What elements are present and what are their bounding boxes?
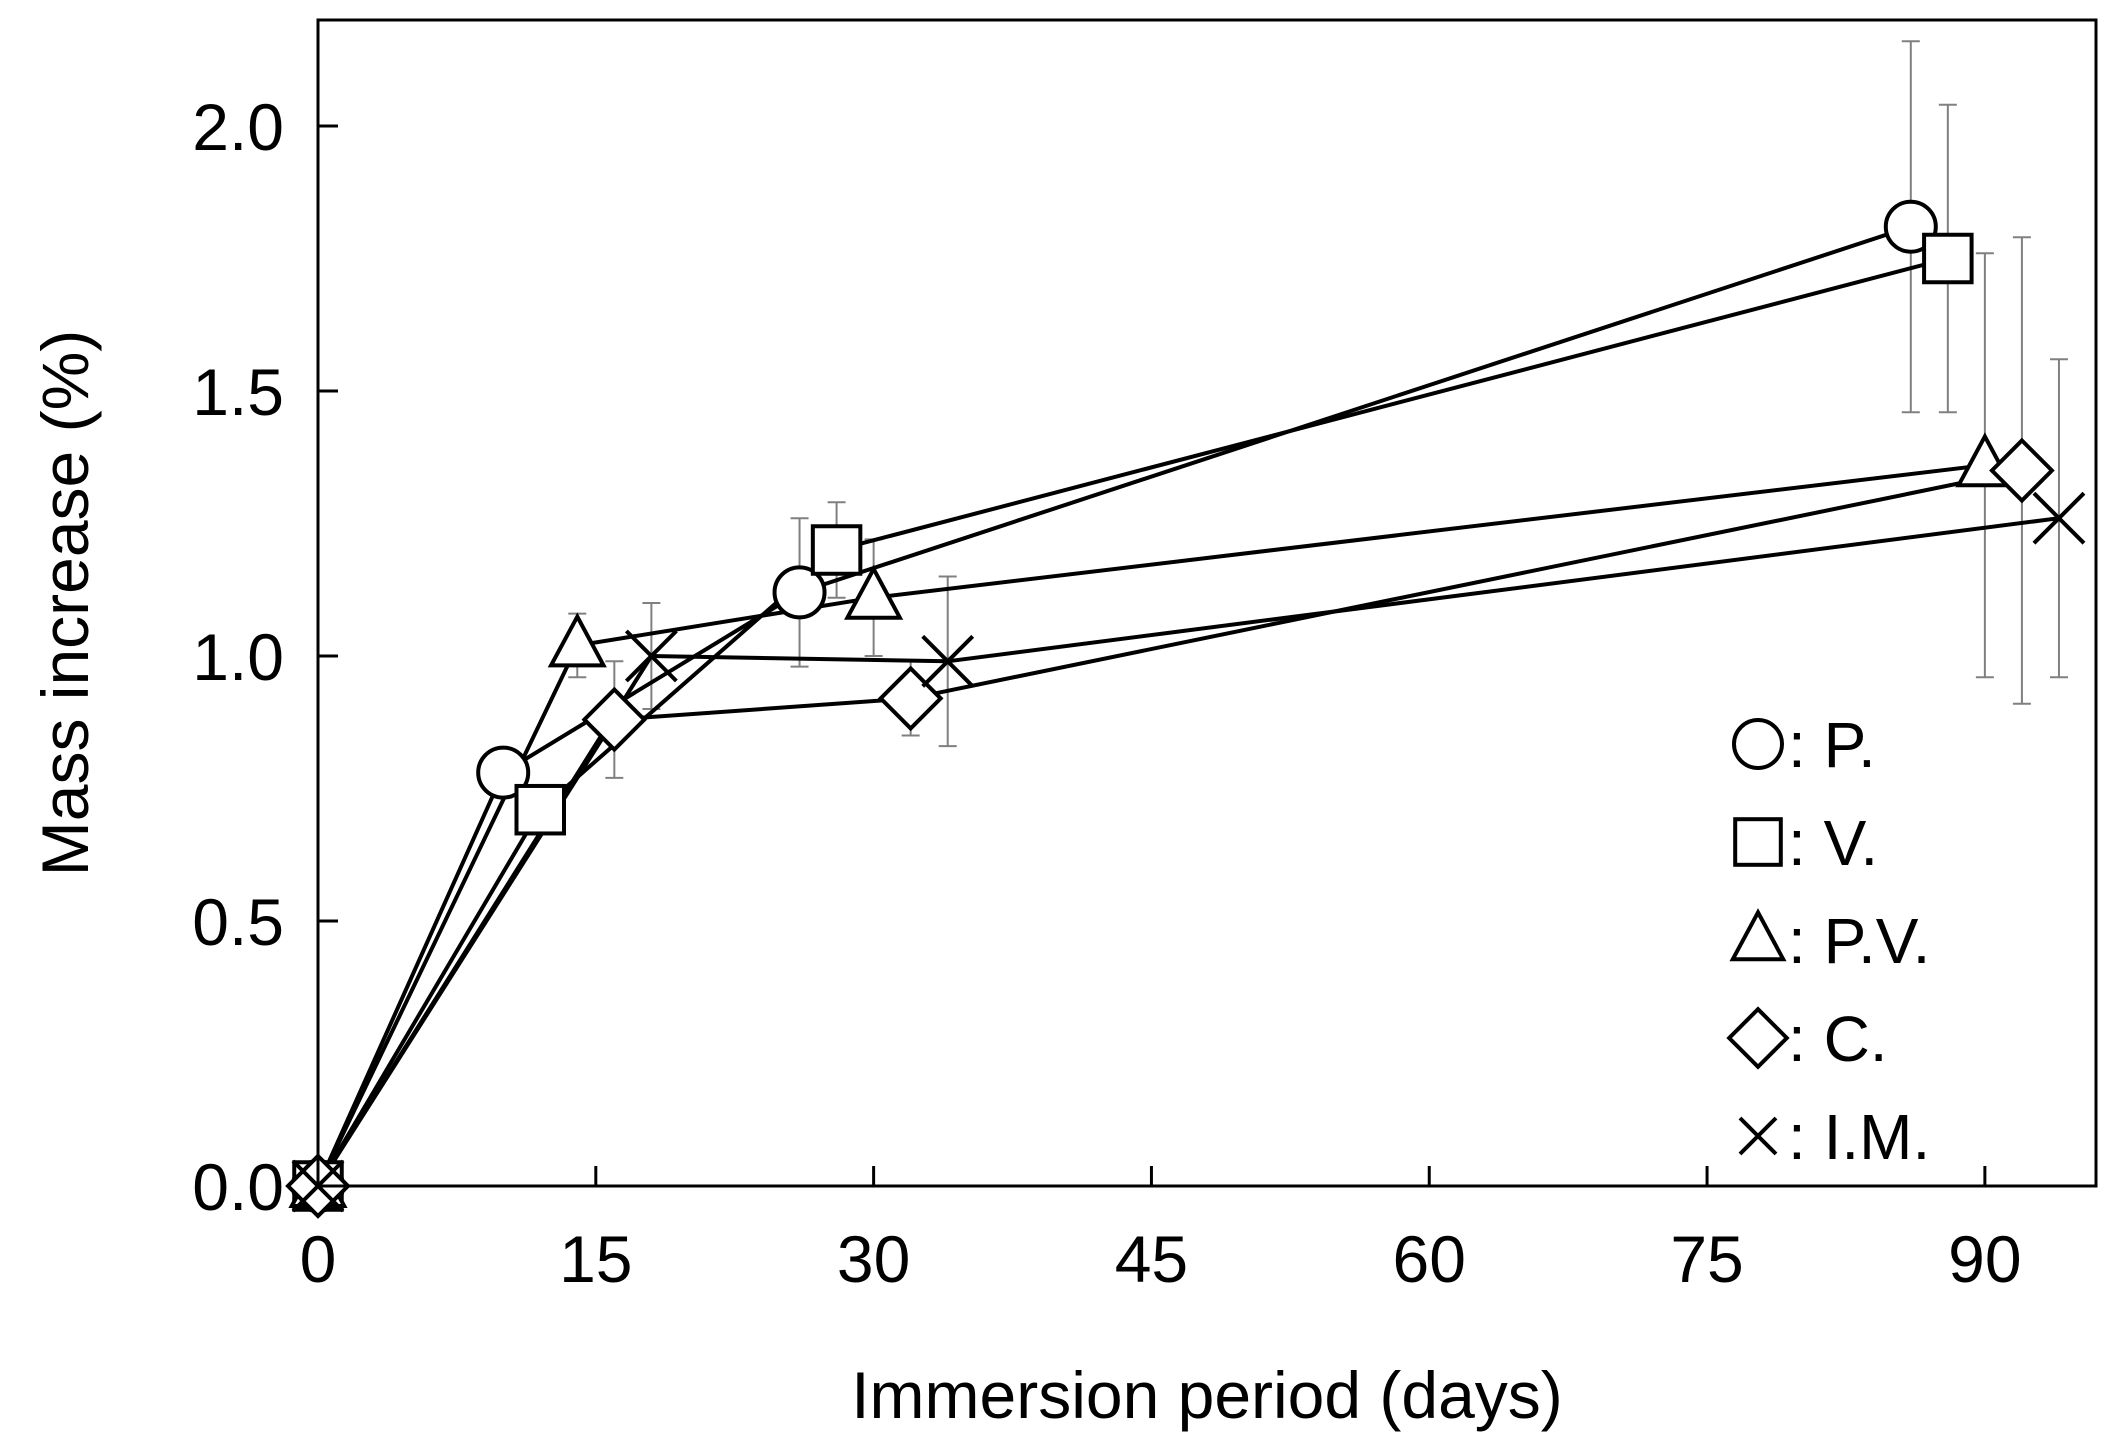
cross-stroke bbox=[1738, 1116, 1778, 1156]
legend-item: : I.M. bbox=[1738, 1101, 1930, 1173]
legend-label: : I.M. bbox=[1788, 1101, 1930, 1173]
y-tick-label: 0.5 bbox=[192, 885, 284, 959]
legend-label: : V. bbox=[1788, 807, 1878, 879]
diamond-marker bbox=[1989, 437, 2055, 504]
x-tick-label: 45 bbox=[1115, 1222, 1188, 1296]
legend-label: : P. bbox=[1788, 709, 1876, 781]
y-tick-label: 0.0 bbox=[192, 1150, 284, 1224]
legend-item: : C. bbox=[1726, 1003, 1888, 1075]
x-tick-label: 75 bbox=[1670, 1222, 1743, 1296]
square-marker bbox=[1922, 232, 1974, 285]
diamond-marker bbox=[1726, 1006, 1790, 1070]
square-marker bbox=[514, 783, 566, 836]
legend-item: : P. bbox=[1732, 709, 1876, 781]
cross-marker bbox=[624, 629, 678, 683]
series-line-p bbox=[316, 224, 1912, 1187]
circle-marker bbox=[1732, 718, 1784, 770]
x-tick-label: 90 bbox=[1948, 1222, 2021, 1296]
series-line-v bbox=[316, 256, 1949, 1188]
legend-item: : V. bbox=[1733, 807, 1878, 879]
cross-stroke bbox=[2032, 491, 2086, 545]
y-axis-ticks: 0.0 0.5 1.0 1.5 2.0 bbox=[192, 90, 338, 1224]
cross-stroke bbox=[921, 634, 975, 688]
cross-marker bbox=[2032, 491, 2086, 545]
plot-frame bbox=[316, 18, 2098, 1188]
diamond-marker bbox=[581, 686, 648, 753]
cross-marker bbox=[1738, 1116, 1778, 1156]
triangle-marker bbox=[844, 564, 904, 620]
legend-label: : P.V. bbox=[1788, 905, 1930, 977]
series-line-pv bbox=[316, 463, 1986, 1187]
legend-label: : C. bbox=[1788, 1003, 1888, 1075]
legend-item: : P.V. bbox=[1729, 905, 1930, 977]
cross-stroke bbox=[624, 629, 678, 683]
y-tick-label: 1.5 bbox=[192, 355, 284, 429]
circle-marker bbox=[772, 565, 827, 620]
square-marker bbox=[810, 524, 863, 576]
cross-marker bbox=[921, 634, 975, 688]
series-lines bbox=[316, 224, 2060, 1188]
x-axis-label: Immersion period (days) bbox=[851, 1358, 1563, 1432]
x-tick-label: 0 bbox=[300, 1222, 337, 1296]
square-marker bbox=[1733, 817, 1783, 867]
x-axis-ticks: 0 15 30 45 60 75 90 bbox=[300, 1166, 2022, 1296]
chart-legend: : P. : V. : P.V. : C. : I.M. bbox=[1726, 709, 1930, 1173]
series-line-im bbox=[316, 516, 2060, 1188]
triangle-marker bbox=[547, 612, 607, 668]
y-tick-label: 1.0 bbox=[192, 620, 284, 694]
triangle-marker bbox=[1729, 908, 1787, 962]
y-tick-label: 2.0 bbox=[192, 90, 284, 164]
x-tick-label: 60 bbox=[1393, 1222, 1466, 1296]
y-axis-label: Mass increase (%) bbox=[28, 330, 102, 876]
x-tick-label: 30 bbox=[837, 1222, 910, 1296]
x-tick-label: 15 bbox=[559, 1222, 632, 1296]
